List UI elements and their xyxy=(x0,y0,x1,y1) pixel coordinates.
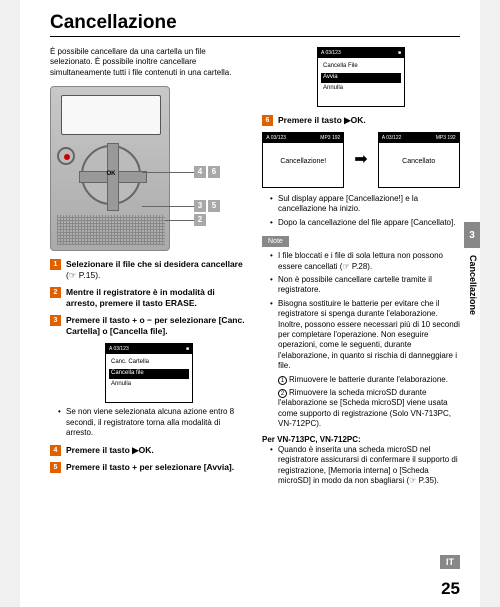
step-num: 5 xyxy=(50,462,61,473)
lcd-bar-right: MP3 192 xyxy=(436,135,456,142)
page-title: Cancellazione xyxy=(50,12,460,37)
lcd-cancelling: A 03/123 MP3 192 Cancellazione! xyxy=(262,132,344,188)
lcd-bar-text: A 03/123 xyxy=(109,346,129,353)
lcd-row: Cancella File xyxy=(321,62,401,72)
step-num: 4 xyxy=(50,445,61,456)
intro-text: È possibile cancellare da una cartella u… xyxy=(50,47,248,78)
step-num: 6 xyxy=(262,115,273,126)
lcd-row: Canc. Cartella xyxy=(109,358,189,368)
chapter-tab: 3 xyxy=(464,222,480,248)
device-illustration: 4 6 3 5 2 xyxy=(50,86,248,251)
language-badge: IT xyxy=(440,555,460,569)
bullet: Sul display appare [Cancellazione!] e la… xyxy=(270,194,460,215)
per-model-note: Quando è inserita una scheda microSD nel… xyxy=(270,445,460,487)
note-text: Se non viene selezionata alcuna azione e… xyxy=(58,407,248,438)
lcd-left: A 03/123■ Canc. Cartella Cancella file A… xyxy=(105,343,193,403)
step-1: 1 Selezionare il file che si desidera ca… xyxy=(50,259,248,281)
lcd-row-selected: Avvia xyxy=(321,73,401,83)
lcd-center-text: Cancellato xyxy=(379,143,459,166)
lcd-bar-right: MP3 192 xyxy=(320,135,340,142)
lcd-pair: A 03/123 MP3 192 Cancellazione! ➡ A 03/12… xyxy=(262,132,460,188)
lcd-bar-text: A 03/122 xyxy=(382,135,402,142)
note-label: Note xyxy=(262,236,289,247)
step-num: 2 xyxy=(50,287,61,298)
subnote: 2Rimuovere la scheda microSD durante l'e… xyxy=(278,388,460,430)
step-text: Premere il tasto ▶OK. xyxy=(278,115,366,126)
circled-num: 1 xyxy=(278,376,287,385)
lcd-row: Annulla xyxy=(321,84,401,94)
per-model-label: Per VN-713PC, VN-712PC: xyxy=(262,435,460,445)
left-column: È possibile cancellare da una cartella u… xyxy=(50,47,248,490)
callout-4: 4 xyxy=(194,166,206,178)
lcd-row: Annulla xyxy=(109,380,189,390)
step-ref: (☞ P.15). xyxy=(66,270,100,280)
chapter-label: Cancellazione xyxy=(468,255,478,315)
subnote-text: Rimuovere le batterie durante l'elaboraz… xyxy=(289,375,448,384)
lcd-bar-text: A 03/123 xyxy=(321,50,341,57)
lcd-top-right: A 03/123■ Cancella File Avvia Annulla xyxy=(317,47,405,107)
step-text: Mentre il registratore è in modalità di … xyxy=(66,287,248,309)
step-5: 5 Premere il tasto + per selezionare [Av… xyxy=(50,462,248,473)
subnote: 1Rimuovere le batterie durante l'elabora… xyxy=(278,375,460,385)
bullet: Dopo la cancellazione del file appare [C… xyxy=(270,218,460,228)
note-item: I file bloccati e i file di sola lettura… xyxy=(270,251,460,272)
step-text: Premere il tasto + per selezionare [Avvi… xyxy=(66,462,234,473)
lcd-row-selected: Cancella file xyxy=(109,369,189,379)
step-num: 3 xyxy=(50,315,61,326)
step-num: 1 xyxy=(50,259,61,270)
step-6: 6 Premere il tasto ▶OK. xyxy=(262,115,460,126)
callout-6: 6 xyxy=(208,166,220,178)
step-text: Selezionare il file che si desidera canc… xyxy=(66,259,243,269)
lcd-center-text: Cancellazione! xyxy=(263,143,343,166)
note-item: Non è possibile cancellare cartelle tram… xyxy=(270,275,460,296)
subnote-text: Rimuovere la scheda microSD durante l'el… xyxy=(278,388,451,428)
step-3: 3 Premere il tasto + o − per selezionare… xyxy=(50,315,248,337)
callout-2: 2 xyxy=(194,214,206,226)
step-2: 2 Mentre il registratore è in modalità d… xyxy=(50,287,248,309)
lcd-cancelled: A 03/122 MP3 192 Cancellato xyxy=(378,132,460,188)
page-number: 25 xyxy=(441,579,460,599)
step-text: Premere il tasto + o − per selezionare [… xyxy=(66,315,248,337)
lcd-bar-text: A 03/123 xyxy=(266,135,286,142)
step-4: 4 Premere il tasto ▶OK. xyxy=(50,445,248,456)
callout-3: 3 xyxy=(194,200,206,212)
right-column: A 03/123■ Cancella File Avvia Annulla 6 … xyxy=(262,47,460,490)
note-item: Bisogna sostituire le batterie per evita… xyxy=(270,299,460,372)
arrow-right-icon: ➡ xyxy=(354,150,367,171)
callout-5: 5 xyxy=(208,200,220,212)
step-text: Premere il tasto ▶OK. xyxy=(66,445,154,456)
circled-num: 2 xyxy=(278,389,287,398)
